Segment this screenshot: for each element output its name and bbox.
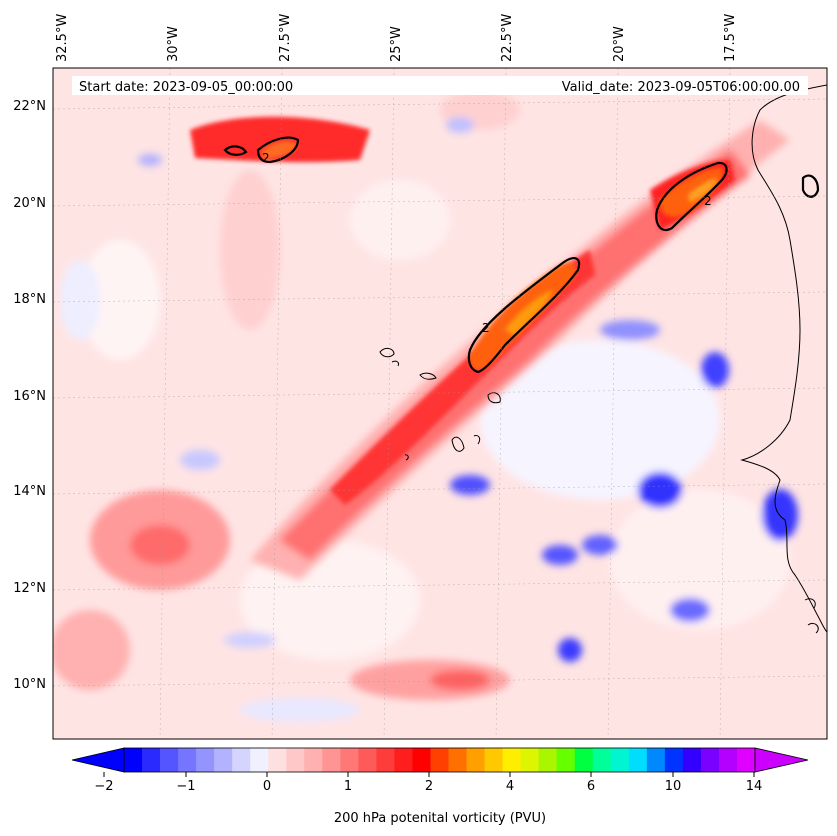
- colorbar-cell: [502, 748, 522, 772]
- colorbar-cell: [340, 748, 359, 772]
- colorbar-extend-high: [754, 747, 809, 773]
- colorbar-cells: [124, 748, 756, 772]
- colorbar-cell: [268, 748, 287, 772]
- contour-east: [801, 174, 820, 198]
- colorbar-cell: [304, 748, 323, 772]
- latitude-labels: 22°N 20°N 18°N 16°N 14°N 12°N 10°N: [13, 99, 46, 692]
- colorbar-cell: [646, 748, 666, 772]
- colorbar-cell: [718, 748, 738, 772]
- lat-label: 20°N: [13, 196, 46, 211]
- lat-label: 10°N: [13, 677, 46, 692]
- contour-label: 2: [482, 321, 490, 335]
- colorbar-cell: [628, 748, 648, 772]
- contour-northeast: [655, 161, 728, 231]
- colorbar-extend-low: [71, 747, 125, 773]
- coastline: [379, 84, 827, 634]
- lon-label: 27.5°W: [278, 14, 293, 62]
- colorbar-tick-label: 10: [665, 779, 682, 794]
- lat-label: 12°N: [13, 581, 46, 596]
- colorbar-cell: [592, 748, 612, 772]
- colorbar-tick-labels: −2 −1 0 1 2 4 6 10 14: [94, 779, 762, 794]
- colorbar-cell: [574, 748, 594, 772]
- colorbar-cell: [736, 748, 756, 772]
- colorbar-tick-label: 2: [425, 779, 433, 794]
- colorbar-tick-label: 4: [506, 779, 514, 794]
- colorbar-cell: [178, 748, 197, 772]
- pv-maxima: [262, 140, 723, 370]
- colorbar: −2 −1 0 1 2 4 6 10 14 200 hPa potenital …: [71, 747, 809, 826]
- lat-label: 22°N: [13, 99, 46, 114]
- start-date-text: Start date: 2023-09-05_00:00:00: [79, 80, 293, 95]
- lat-label: 18°N: [13, 292, 46, 307]
- pv-field-shading: [53, 90, 798, 722]
- colorbar-cell: [610, 748, 630, 772]
- colorbar-cell: [430, 748, 449, 772]
- contour-label: 2: [262, 151, 270, 165]
- colorbar-title: 200 hPa potenital vorticity (PVU): [334, 811, 546, 826]
- colorbar-cell: [124, 748, 143, 772]
- colorbar-cell: [358, 748, 377, 772]
- colorbar-cell: [322, 748, 341, 772]
- colorbar-ticks: [103, 772, 755, 777]
- graticule: [53, 68, 827, 739]
- lon-label: 17.5°W: [723, 14, 738, 62]
- colorbar-cell: [376, 748, 395, 772]
- contour-jet-core: [467, 257, 581, 374]
- pv-2-contours: [223, 136, 820, 374]
- lon-label: 30°W: [166, 26, 181, 62]
- colorbar-tick-label: 14: [746, 779, 763, 794]
- colorbar-frame: [123, 747, 756, 773]
- colorbar-cell: [484, 748, 503, 772]
- lon-label: 32.5°W: [55, 14, 70, 62]
- contour-label: 2: [704, 194, 712, 208]
- lon-label: 25°W: [389, 26, 404, 62]
- colorbar-cell: [232, 748, 251, 772]
- lat-label: 16°N: [13, 389, 46, 404]
- lon-label: 20°W: [612, 26, 627, 62]
- colorbar-cell: [664, 748, 684, 772]
- colorbar-cell: [196, 748, 215, 772]
- colorbar-cell: [466, 748, 485, 772]
- colorbar-cell: [160, 748, 179, 772]
- colorbar-tick-label: −2: [94, 779, 113, 794]
- colorbar-cell: [286, 748, 305, 772]
- longitude-labels: 32.5°W 30°W 27.5°W 25°W 22.5°W 20°W 17.5…: [55, 14, 738, 62]
- colorbar-cell: [448, 748, 467, 772]
- colorbar-tick-label: 6: [587, 779, 595, 794]
- colorbar-cell: [556, 748, 576, 772]
- lon-label: 22.5°W: [500, 14, 515, 62]
- colorbar-tick-label: 0: [263, 779, 271, 794]
- colorbar-cell: [538, 748, 558, 772]
- colorbar-cell: [250, 748, 269, 772]
- colorbar-cell: [520, 748, 540, 772]
- contour-small: [223, 145, 248, 156]
- colorbar-tick-label: 1: [344, 779, 352, 794]
- colorbar-cell: [394, 748, 413, 772]
- colorbar-cell: [682, 748, 702, 772]
- map-frame: [52, 67, 828, 740]
- colorbar-tick-label: −1: [176, 779, 195, 794]
- colorbar-cell: [412, 748, 431, 772]
- colorbar-cell: [700, 748, 720, 772]
- colorbar-cell: [142, 748, 161, 772]
- colorbar-cell: [214, 748, 233, 772]
- lat-label: 14°N: [13, 484, 46, 499]
- map-panel: 2 2 2 Start date: 2023-09-05_00:00:00 Va…: [53, 68, 827, 739]
- valid-date-text: Valid_date: 2023-09-05T06:00:00.00: [562, 80, 800, 95]
- header-strip: [72, 76, 808, 95]
- contour-northwest: [256, 136, 300, 164]
- contour-labels: 2 2 2: [262, 151, 712, 335]
